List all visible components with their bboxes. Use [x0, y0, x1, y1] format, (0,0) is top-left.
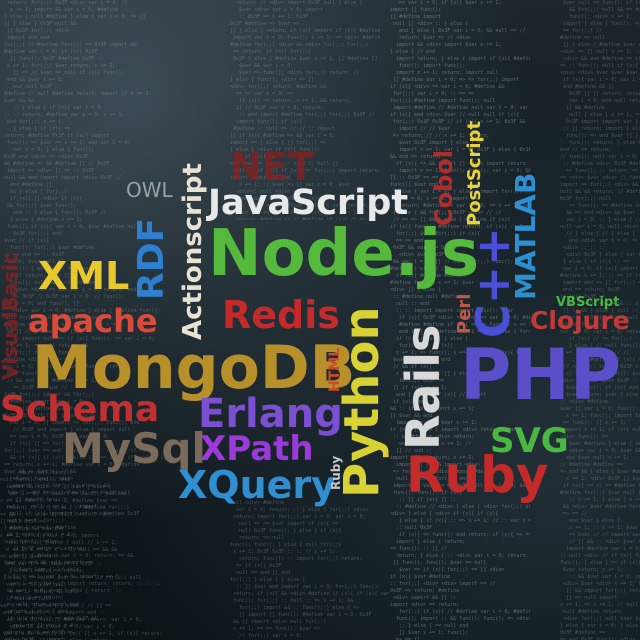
word-ruby: Ruby: [406, 446, 549, 504]
word-rdf: RDF: [131, 217, 172, 300]
code-background-bottom-left: :: <div> null func(); null func(); end /…: [0, 470, 163, 640]
word-mysql: MySql: [62, 424, 206, 473]
word-mongodb: MongoDB: [32, 333, 356, 403]
word-net: NET: [230, 145, 314, 189]
code-background-right: $var null == func(); if (x){ return; => …: [560, 0, 640, 640]
word-python: Python: [334, 306, 390, 498]
word-javascript: JavaScript: [208, 183, 409, 223]
code-background-left: return; for(;;) 0x3F <div> var i = 0; //…: [4, 0, 173, 640]
word-redis: Redis: [222, 293, 340, 337]
word-xml: XML: [38, 254, 130, 298]
word-xpath: XPath: [200, 429, 314, 469]
word-owl: OWL: [126, 178, 173, 202]
word-apache: apache: [28, 302, 158, 340]
word-schema: Schema: [0, 389, 160, 430]
word-nodejs: Node.js: [208, 217, 480, 291]
word-ruby-small: Ruby: [329, 455, 343, 490]
code-background-top: return; // <div> import 0x3F null } else…: [230, 0, 380, 220]
word-postscript: PostScript: [464, 120, 485, 226]
code-background-center: => var i = 0; if (x){ $var x += 1; impor…: [390, 0, 530, 640]
word-cobol: Cobol: [430, 150, 458, 226]
word-cpp: C++: [466, 227, 520, 338]
word-vbscript: VBScript: [556, 295, 620, 310]
word-xquery: XQuery: [178, 463, 336, 507]
word-actionscript: Actionscript: [178, 163, 208, 340]
word-rails: Rails: [396, 324, 450, 450]
word-clojure: Clojure: [530, 306, 630, 335]
code-background-bottom: null <div> #define var i = 0; return; ::…: [230, 500, 390, 639]
word-visualbasic: VisualBasic: [0, 252, 22, 380]
word-erlang: Erlang: [198, 391, 343, 437]
word-perl: Perl: [454, 293, 475, 334]
word-php: PHP: [460, 334, 622, 416]
word-svg: SVG: [490, 421, 569, 461]
